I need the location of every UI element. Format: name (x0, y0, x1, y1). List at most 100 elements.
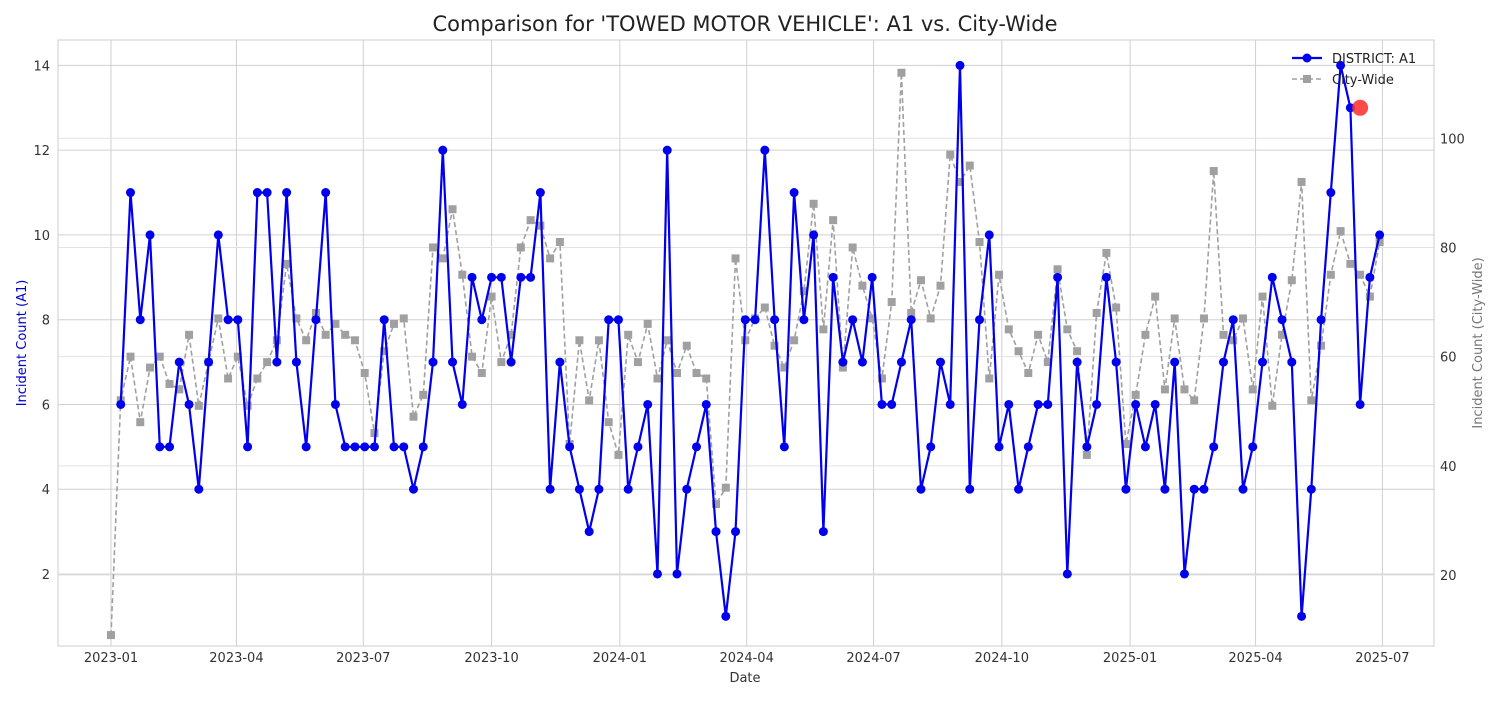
city-wide-point (1053, 265, 1062, 274)
x-tick-label: 2024-07 (846, 651, 900, 666)
city-wide-point (477, 369, 486, 378)
x-tick-label: 2025-01 (1103, 651, 1157, 666)
city-wide-point (1190, 396, 1199, 405)
district-point (467, 272, 477, 282)
city-wide-point (1268, 401, 1277, 410)
district-point (369, 442, 379, 452)
city-wide-point (780, 363, 789, 372)
left-tick-label: 6 (42, 398, 50, 413)
city-wide-point (263, 358, 272, 367)
city-wide-point (487, 292, 496, 301)
city-wide-point (292, 314, 301, 323)
left-tick-label: 4 (42, 483, 50, 498)
district-point (1258, 357, 1268, 367)
city-wide-point (194, 401, 203, 410)
district-point (779, 442, 789, 452)
district-point (652, 569, 662, 579)
city-wide-point (1346, 259, 1355, 268)
city-wide-point (214, 314, 223, 323)
district-point (291, 357, 301, 367)
district-point (799, 315, 809, 325)
district-point (213, 230, 223, 240)
district-point (428, 357, 438, 367)
legend-district-label: DISTRICT: A1 (1332, 52, 1416, 67)
district-point (506, 357, 516, 367)
left-tick-label: 2 (42, 568, 50, 583)
x-tick-label: 2023-01 (84, 651, 138, 666)
district-point (1228, 315, 1238, 325)
city-wide-point (1112, 303, 1121, 312)
city-wide-point (380, 347, 389, 356)
district-point (360, 442, 370, 452)
city-wide-point (731, 254, 740, 263)
left-tick-label: 8 (42, 314, 50, 329)
city-wide-point (633, 358, 642, 367)
city-wide-point (1326, 270, 1335, 279)
district-point (1101, 272, 1111, 282)
city-wide-point (1092, 308, 1101, 317)
district-point (262, 188, 272, 198)
city-wide-point (165, 379, 174, 388)
city-wide-point (877, 374, 886, 383)
district-point (594, 484, 604, 494)
district-point (535, 188, 545, 198)
city-wide-point (555, 238, 564, 246)
district-point (1277, 315, 1287, 325)
city-wide-point (1307, 396, 1316, 405)
city-wide-point (1317, 341, 1326, 350)
district-point (1092, 399, 1102, 409)
district-point (1062, 569, 1072, 579)
city-wide-point (1365, 292, 1374, 301)
left-tick-label: 12 (33, 144, 50, 159)
city-wide-point (185, 330, 194, 339)
district-point (526, 272, 536, 282)
city-wide-point (429, 243, 438, 252)
city-wide-point (575, 336, 584, 345)
left-axis-ticks: 2 4 6 8 10 12 14 (33, 59, 50, 583)
grid-lines (58, 40, 1434, 646)
city-wide-point (1287, 276, 1296, 285)
city-wide-point (233, 352, 242, 361)
district-point (965, 484, 975, 494)
city-wide-point (1336, 227, 1345, 236)
district-point (994, 442, 1004, 452)
city-wide-point (243, 401, 252, 410)
district-point (165, 442, 175, 452)
district-point (818, 527, 828, 537)
left-tick-label: 14 (33, 59, 50, 74)
city-wide-point (331, 319, 340, 328)
district-point (1355, 399, 1365, 409)
district-point (1053, 272, 1063, 282)
right-tick-label: 100 (1440, 132, 1465, 147)
city-wide-point (1297, 177, 1306, 186)
district-point (496, 272, 506, 282)
city-wide-point (985, 374, 994, 383)
city-wide-point (136, 418, 145, 427)
district-point (623, 484, 633, 494)
district-point (1072, 357, 1082, 367)
city-wide-point (360, 369, 369, 378)
city-wide-point (1121, 440, 1130, 448)
city-wide-point (624, 330, 633, 339)
district-point (838, 357, 848, 367)
city-wide-point (770, 341, 779, 350)
district-point (984, 230, 994, 240)
district-point (184, 399, 194, 409)
chart-title: Comparison for 'TOWED MOTOR VEHICLE': A1… (432, 12, 1057, 36)
district-point (1189, 484, 1199, 494)
district-point (301, 442, 311, 452)
district-point (1043, 399, 1053, 409)
city-wide-point (1199, 314, 1208, 323)
city-wide-point (897, 68, 906, 77)
district-point (282, 188, 292, 198)
district-point (155, 442, 165, 452)
left-tick-label: 10 (33, 229, 50, 244)
city-wide-point (936, 281, 945, 290)
district-point (1375, 230, 1385, 240)
district-point (545, 484, 555, 494)
district-point (399, 442, 409, 452)
city-wide-point (282, 259, 291, 268)
district-point (243, 442, 253, 452)
district-point (1218, 357, 1228, 367)
